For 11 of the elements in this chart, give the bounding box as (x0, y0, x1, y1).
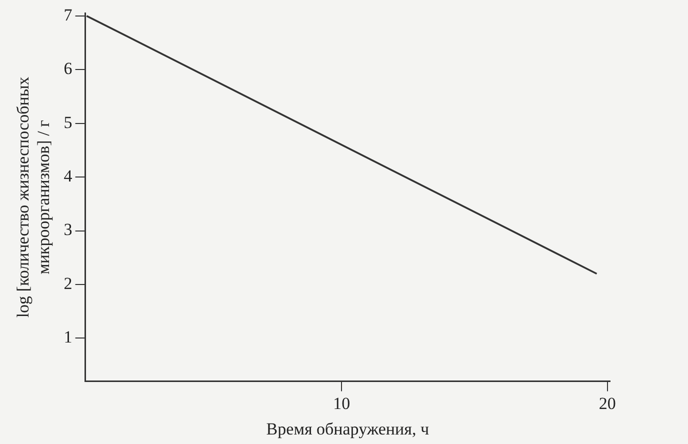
y-tick-label: 7 (64, 5, 73, 24)
y-tick-label: 1 (64, 328, 72, 347)
x-tick-label: 10 (333, 394, 350, 413)
y-tick-label: 3 (64, 220, 72, 240)
x-axis-title: Время обнаружения, ч (266, 419, 430, 438)
y-tick-label: 4 (64, 166, 73, 186)
y-tick-label: 6 (64, 59, 72, 78)
y-tick-label: 5 (64, 112, 72, 132)
x-tick-label: 20 (598, 394, 616, 413)
y-axis-title: log [количество жизнеспособных микроорганизмов] / г (14, 76, 54, 318)
y-tick-label: 2 (64, 274, 72, 293)
